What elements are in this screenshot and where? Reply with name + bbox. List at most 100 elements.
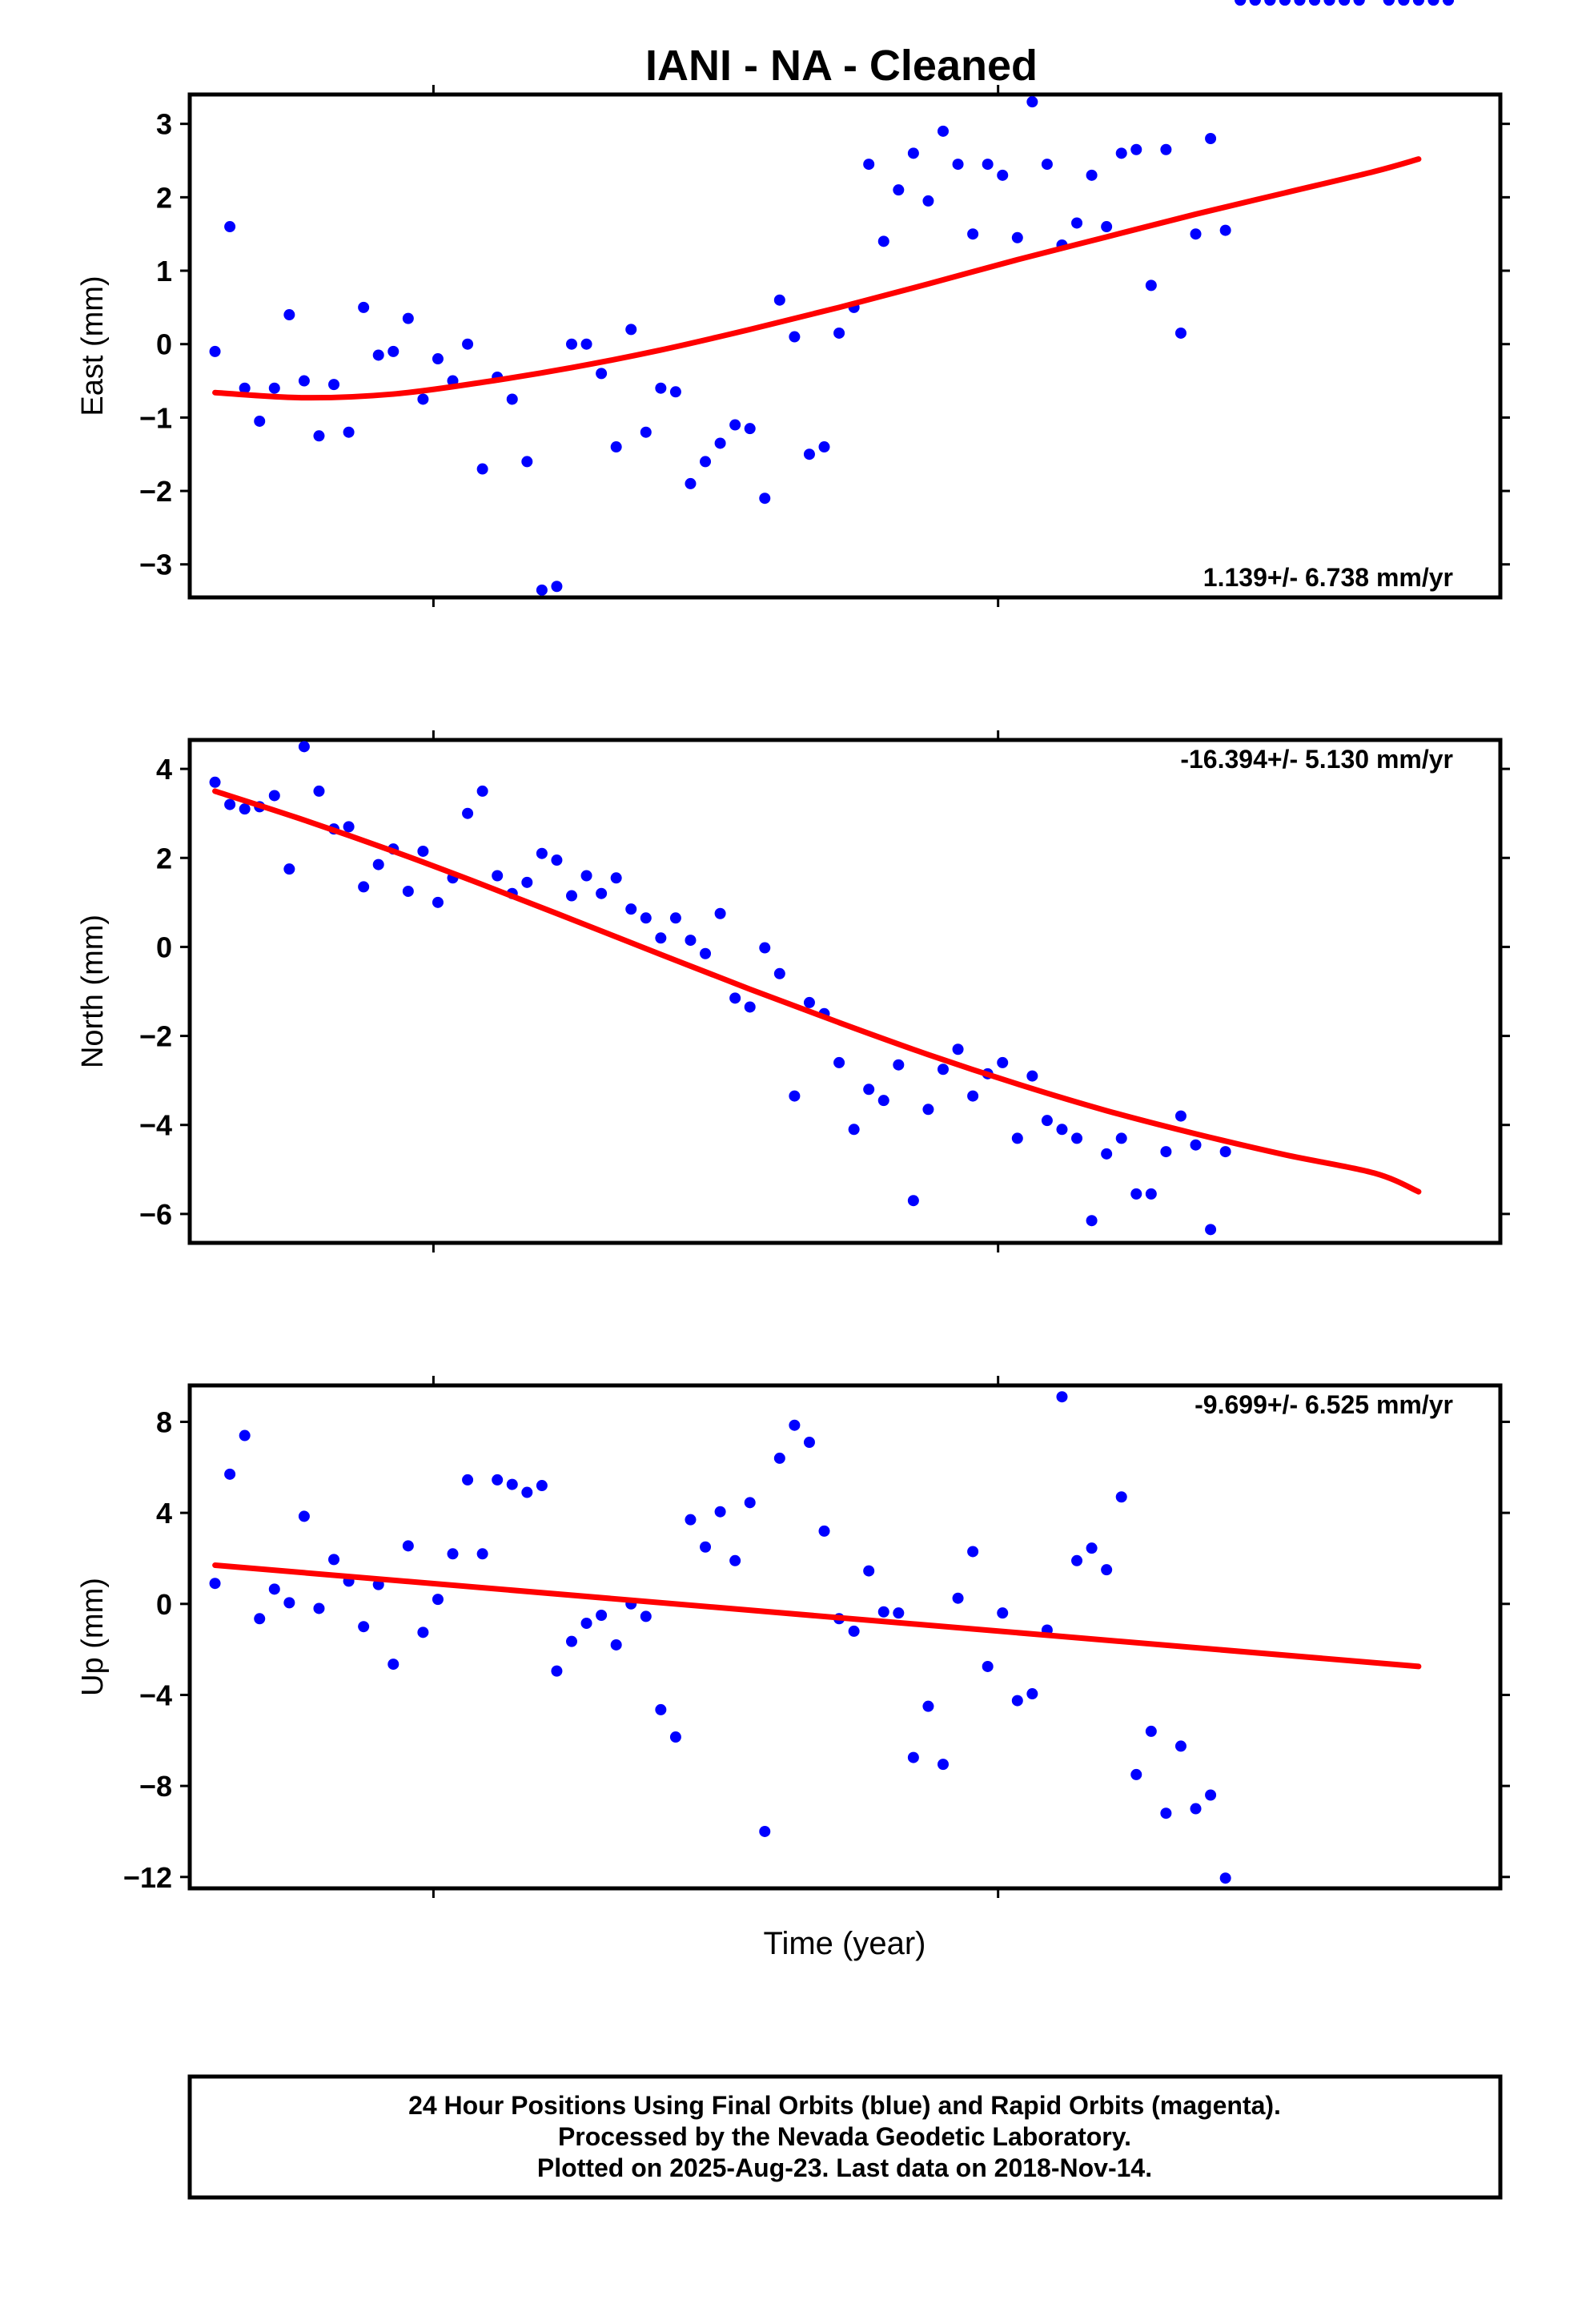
- east-data-point: [209, 345, 221, 357]
- up-data-point: [224, 1468, 236, 1480]
- east-data-point: [343, 426, 355, 438]
- up-ytick-label: 0: [156, 1588, 172, 1621]
- north-data-point: [907, 1195, 919, 1207]
- east-data-point: [1219, 224, 1231, 236]
- east-ytick-label: 0: [156, 328, 172, 361]
- east-data-point: [1160, 143, 1172, 155]
- north-data-point: [580, 870, 592, 882]
- up-data-point: [1427, 0, 1439, 6]
- north-data-point: [1130, 1188, 1142, 1200]
- up-data-point: [565, 1635, 577, 1647]
- up-data-point: [209, 1578, 221, 1590]
- north-data-point: [1115, 1132, 1127, 1144]
- up-data-point: [239, 1429, 251, 1441]
- north-data-point: [863, 1084, 875, 1096]
- up-data-point: [773, 1452, 785, 1464]
- north-trend-line: [212, 788, 1422, 1195]
- north-ytick-label: 2: [156, 842, 172, 875]
- up-data-point: [640, 1610, 652, 1622]
- north-data-point: [610, 872, 622, 884]
- north-data-point: [833, 1056, 845, 1068]
- north-data-point: [669, 912, 681, 924]
- up-data-point: [1086, 1542, 1098, 1554]
- up-data-point: [1101, 1564, 1113, 1576]
- north-plot-frame: [187, 738, 1503, 1245]
- up-data-point: [700, 1541, 712, 1553]
- north-data-point: [759, 942, 771, 954]
- up-data-point: [268, 1583, 280, 1595]
- north-data-point: [536, 847, 548, 859]
- east-data-point: [358, 301, 370, 313]
- up-data-point: [1235, 0, 1247, 6]
- east-data-point: [1101, 221, 1113, 233]
- east-ytick-label: 1: [156, 255, 172, 287]
- east-data-point: [833, 327, 845, 339]
- up-data-point: [803, 1437, 815, 1449]
- up-data-point: [714, 1506, 726, 1518]
- up-data-point: [1339, 0, 1351, 6]
- up-data-point: [1323, 0, 1335, 6]
- north-panel: 4 2 0 −2 −4 −6 North (mm) -16.394+/- 5.130 mm/y…: [76, 0, 1510, 1252]
- east-data-point: [1041, 159, 1053, 171]
- up-rate-label: -9.699+/- 6.525 mm/yr: [1195, 1390, 1453, 1419]
- east-data-point: [610, 441, 622, 453]
- up-data-point: [952, 1592, 964, 1604]
- east-data-point: [268, 382, 280, 394]
- up-data-point: [967, 1546, 979, 1558]
- up-data-point: [789, 1419, 801, 1431]
- east-trend-line: [212, 156, 1422, 401]
- north-data-point: [937, 1063, 949, 1076]
- north-data-point: [209, 776, 221, 788]
- north-data-point: [685, 935, 697, 947]
- north-data-point: [700, 947, 712, 959]
- east-data-point: [1205, 133, 1217, 145]
- east-rate-label: 1.139+/- 6.738 mm/yr: [1203, 563, 1453, 592]
- up-ytick-label: −4: [139, 1679, 172, 1711]
- north-ytick-label: −4: [139, 1109, 172, 1142]
- east-data-point: [773, 294, 785, 306]
- north-data-point: [655, 932, 667, 944]
- north-data-point: [1160, 1146, 1172, 1158]
- north-data-point: [343, 821, 355, 833]
- north-ytick-label: −6: [139, 1198, 172, 1231]
- east-data-point: [254, 415, 266, 427]
- east-ytick-label: 3: [156, 108, 172, 141]
- up-data-point: [432, 1594, 444, 1606]
- east-data-point: [669, 386, 681, 398]
- north-data-point: [714, 907, 726, 919]
- caption-line-1: 24 Hour Positions Using Final Orbits (bl…: [408, 2091, 1281, 2120]
- north-data-point: [1026, 1070, 1038, 1082]
- north-data-point: [922, 1104, 934, 1116]
- north-data-point: [239, 803, 251, 815]
- north-data-point: [432, 896, 444, 908]
- east-data-point: [714, 437, 726, 449]
- up-data-point: [551, 1665, 563, 1677]
- north-data-point: [1041, 1115, 1053, 1127]
- north-data-point: [877, 1095, 889, 1107]
- up-trend-line: [212, 1562, 1422, 1670]
- up-data-point: [685, 1514, 697, 1526]
- east-data-point: [789, 331, 801, 343]
- chart-title: IANI - NA - Cleaned: [645, 42, 1038, 90]
- up-data-point: [818, 1525, 830, 1537]
- north-data-point: [596, 887, 608, 899]
- up-ytick-label: 4: [156, 1497, 172, 1530]
- up-data-point: [298, 1510, 310, 1522]
- east-data-point: [313, 430, 325, 442]
- north-data-point: [358, 881, 370, 893]
- east-data-point: [937, 125, 949, 137]
- up-data-point: [1249, 0, 1261, 6]
- up-data-point: [1353, 0, 1365, 6]
- up-data-point: [655, 1703, 667, 1715]
- up-data-point: [1026, 1688, 1038, 1700]
- east-data-point: [239, 382, 251, 394]
- east-data-point: [462, 338, 474, 350]
- up-data-point: [417, 1626, 429, 1638]
- up-data-point: [877, 1606, 889, 1618]
- up-data-point: [596, 1610, 608, 1622]
- north-data-point: [952, 1043, 964, 1055]
- east-data-point: [997, 169, 1009, 181]
- up-data-point: [254, 1613, 266, 1625]
- east-data-point: [922, 195, 934, 207]
